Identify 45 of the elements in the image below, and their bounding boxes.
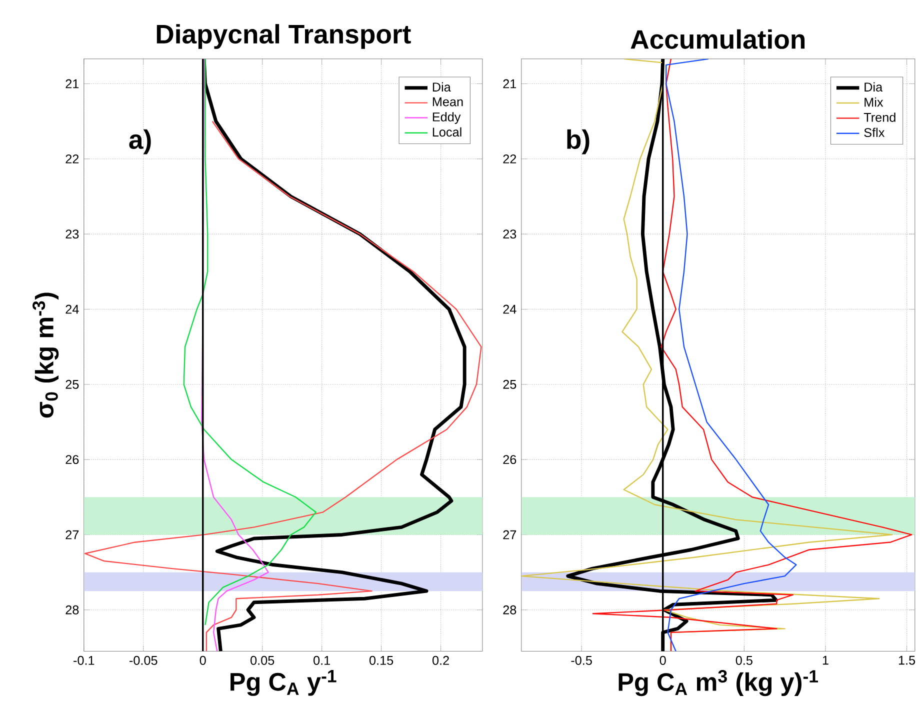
y-tick-label: 25	[503, 380, 516, 389]
y-tick-label: 23	[66, 230, 79, 238]
x-tick-label: 1.5	[898, 656, 916, 665]
x-tick-label: 0.2	[432, 656, 449, 665]
y-tick-label: 28	[503, 605, 516, 614]
x-tick-label: -0.1	[74, 656, 94, 665]
legend-label: Local	[432, 127, 462, 137]
x-tick-label: -0.05	[130, 656, 158, 665]
y-tick-label: 21	[66, 79, 79, 88]
y-tick-label: 27	[503, 530, 516, 540]
x-tick-label: 0.5	[736, 656, 752, 665]
y-axis-title: σ$_{0}$ (kg m$^{-3}$)	[32, 292, 59, 418]
chart-title: Accumulation	[630, 29, 805, 49]
y-tick-label: 26	[503, 455, 516, 464]
x-tick-label: 0.15	[369, 656, 394, 665]
y-tick-label: 24	[66, 304, 79, 314]
x-tick-label: 0.1	[314, 656, 330, 665]
x-tick-label: 0.05	[250, 656, 274, 665]
x-tick-label: 1	[822, 656, 828, 665]
annotation: b)	[567, 129, 590, 154]
y-tick-label: 25	[66, 380, 79, 389]
x-axis-title: Pg C$_{A}$ y$^{-1}$	[230, 670, 336, 696]
legend-label: Trend	[864, 112, 896, 122]
line-series	[666, 58, 797, 652]
legend-label: Mean	[432, 97, 463, 106]
y-tick-label: 26	[66, 455, 79, 464]
legend-label: Dia	[432, 82, 451, 92]
x-tick-label: -0.5	[571, 656, 592, 665]
legend-label: Eddy	[432, 112, 461, 124]
line-series	[183, 58, 316, 626]
chart-title: Diapycnal Transport	[156, 24, 411, 49]
annotation: a)	[129, 129, 151, 154]
y-tick-label: 22	[503, 154, 516, 164]
x-tick-label: 0	[660, 656, 666, 665]
legend-label: Dia	[864, 82, 883, 92]
y-tick-label: 22	[66, 154, 79, 164]
legend-label: Mix	[864, 97, 884, 107]
x-tick-label: 0	[200, 656, 206, 665]
y-tick-label: 27	[66, 530, 79, 540]
y-tick-label: 21	[503, 79, 516, 88]
y-tick-label: 23	[503, 230, 516, 238]
x-axis-title: Pg C$_{A}$ m$^{3}$ (kg y)$^{-1}$	[618, 670, 818, 696]
y-tick-label: 24	[503, 304, 516, 314]
y-tick-label: 28	[66, 605, 79, 614]
legend-label: Sflx	[864, 128, 885, 137]
